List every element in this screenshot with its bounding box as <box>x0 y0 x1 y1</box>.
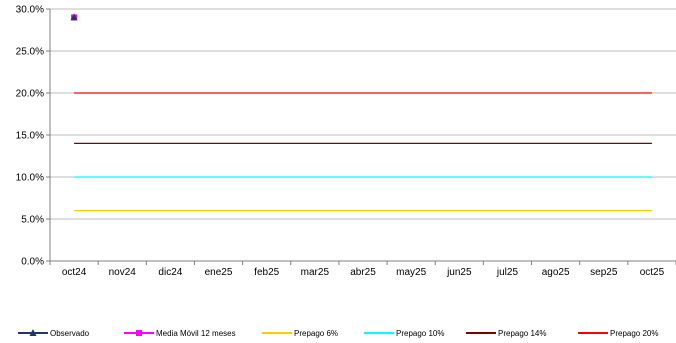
gridlines <box>50 8 676 220</box>
legend-item: Prepago 6% <box>262 329 338 338</box>
x-tick-label: nov24 <box>109 267 137 278</box>
series-markers <box>70 13 78 21</box>
x-tick-label: jun25 <box>446 267 472 278</box>
y-tick-label: 30.0% <box>16 5 44 16</box>
x-tick-label: feb25 <box>254 267 279 278</box>
legend-item: Prepago 14% <box>466 329 546 338</box>
point-0-0 <box>70 13 78 21</box>
x-tick-label: dic24 <box>158 267 182 278</box>
x-tick-label: oct24 <box>62 267 87 278</box>
y-tick-label: 15.0% <box>16 131 44 142</box>
x-tick-label: ago25 <box>542 267 570 278</box>
x-tick-label: oct25 <box>640 267 665 278</box>
y-tick-label: 20.0% <box>16 89 44 100</box>
x-tick-label: ene25 <box>205 267 233 278</box>
x-tick-label: jul25 <box>496 267 519 278</box>
legend-label: Observado <box>50 329 90 338</box>
series-lines <box>74 92 652 212</box>
x-tick-label: may25 <box>396 267 426 278</box>
x-tick-label: abr25 <box>350 267 376 278</box>
legend-label: Prepago 6% <box>294 329 338 338</box>
x-tick-label: mar25 <box>301 267 330 278</box>
legend-item: Prepago 10% <box>364 329 444 338</box>
legend-marker <box>29 329 37 336</box>
legend-item: Observado <box>18 329 90 338</box>
legend-label: Media Móvil 12 meses <box>156 329 236 338</box>
legend-label: Prepago 14% <box>498 329 546 338</box>
x-tick-label: sep25 <box>590 267 618 278</box>
legend-label: Prepago 10% <box>396 329 444 338</box>
legend-item: Media Móvil 12 meses <box>124 329 236 338</box>
legend: Observado Media Móvil 12 meses Prepago 6% P… <box>18 329 658 338</box>
y-tick-label: 0.0% <box>21 257 44 268</box>
y-tick-label: 10.0% <box>16 173 44 184</box>
legend-label: Prepago 20% <box>610 329 658 338</box>
y-tick-label: 25.0% <box>16 47 44 58</box>
legend-item: Prepago 20% <box>578 329 658 338</box>
axes: 0.0% 5.0% 10.0% 15.0% 20.0% 25.0% 30.0% oct24 no… <box>16 5 676 278</box>
legend-marker <box>136 330 142 336</box>
y-tick-label: 5.0% <box>21 215 44 226</box>
